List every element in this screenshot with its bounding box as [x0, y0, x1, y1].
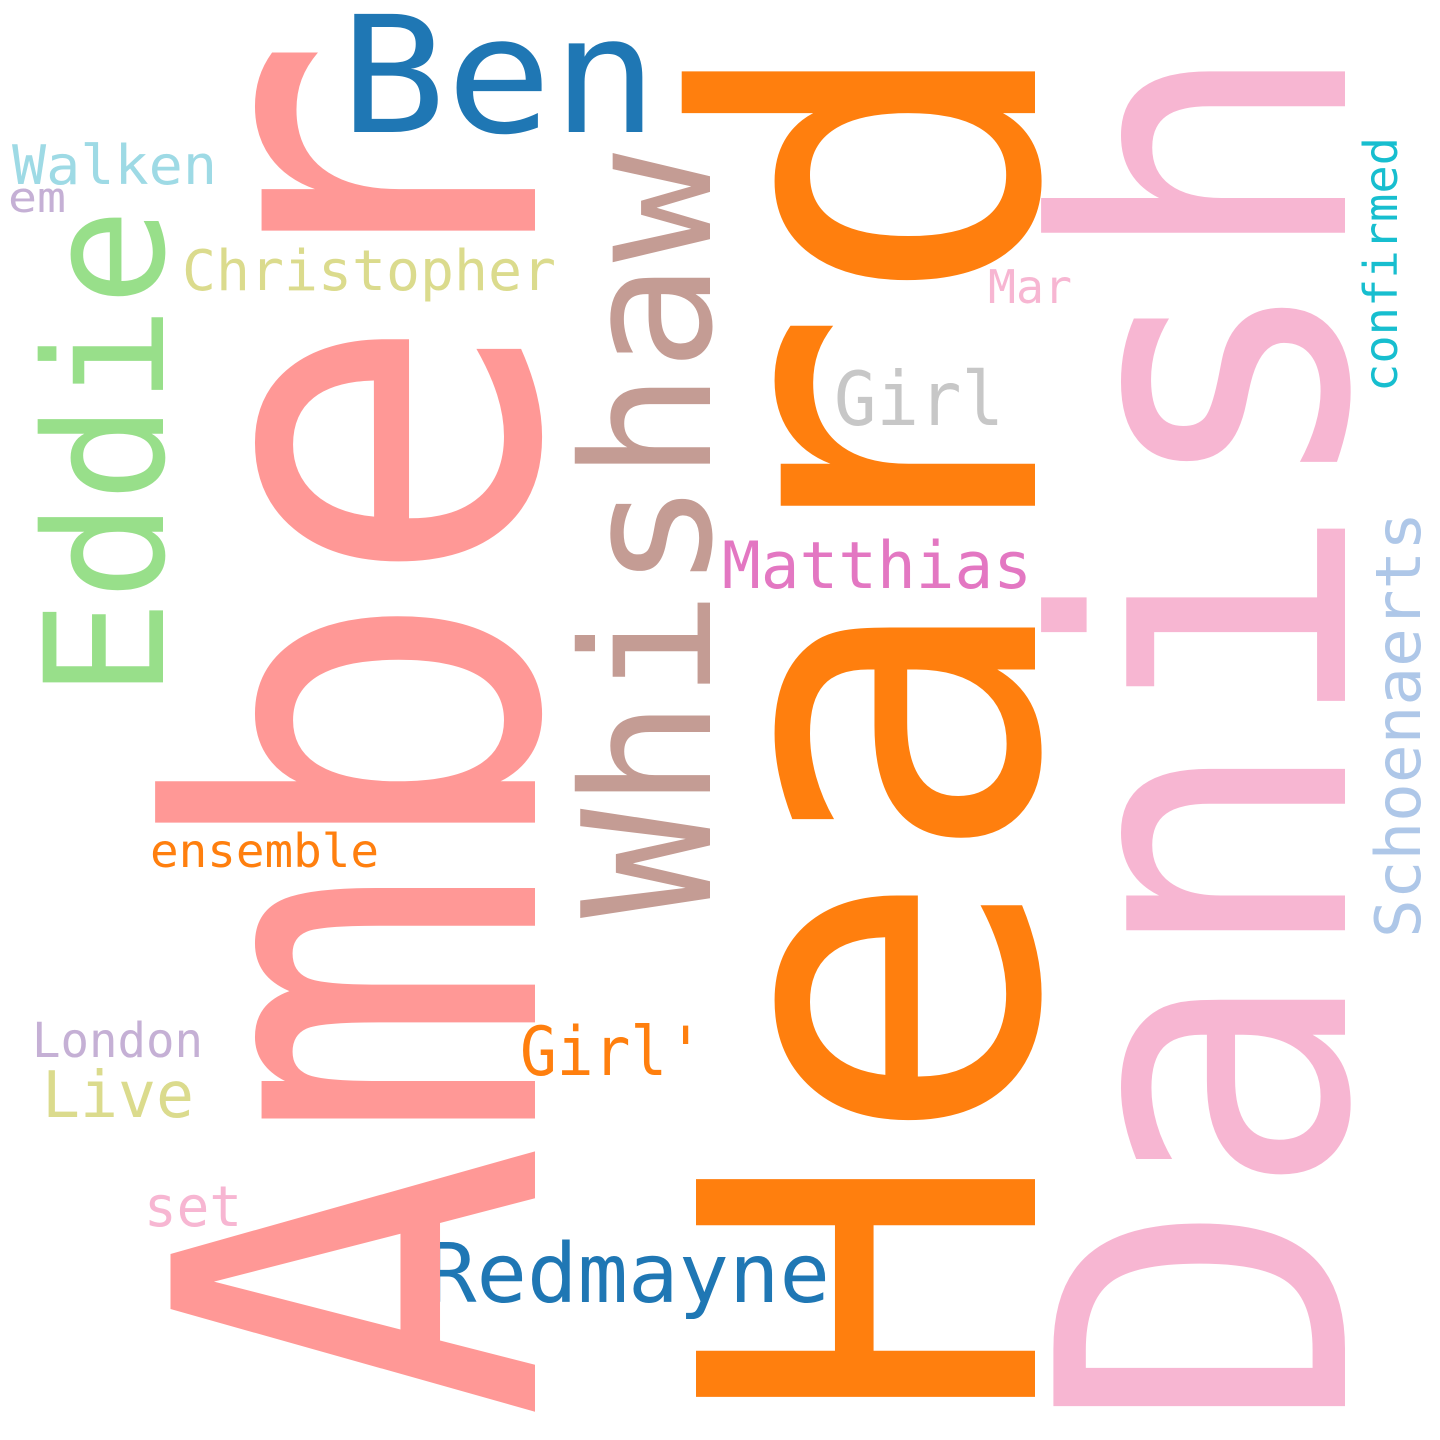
word-set: set: [144, 1175, 242, 1240]
word-christopher: Christopher: [182, 239, 556, 304]
word-redmayne: Redmayne: [426, 1227, 830, 1322]
word-danish: Danish: [975, 37, 1440, 1432]
word-girl-quote: Girl': [520, 1013, 704, 1092]
word-schoenaerts: Schoenaerts: [1362, 512, 1435, 938]
word-live: Live: [42, 1059, 194, 1133]
word-matthias: Matthias: [722, 529, 1032, 604]
word-confirmed: confirmed: [1354, 137, 1408, 392]
word-amber: Amber: [71, 35, 653, 1420]
word-mar: Mar: [988, 260, 1072, 314]
word-walken: Walken: [12, 134, 217, 197]
word-eddie: Eddie: [10, 208, 202, 698]
word-whishaw: Whishaw: [545, 152, 752, 918]
word-ben: Ben: [340, 0, 658, 171]
word-heard: Heard: [603, 28, 1145, 1428]
word-ensemble: ensemble: [150, 824, 379, 878]
word-london: London: [32, 1013, 203, 1069]
word-em: em: [8, 173, 66, 222]
word-girl: Girl: [834, 355, 1004, 443]
